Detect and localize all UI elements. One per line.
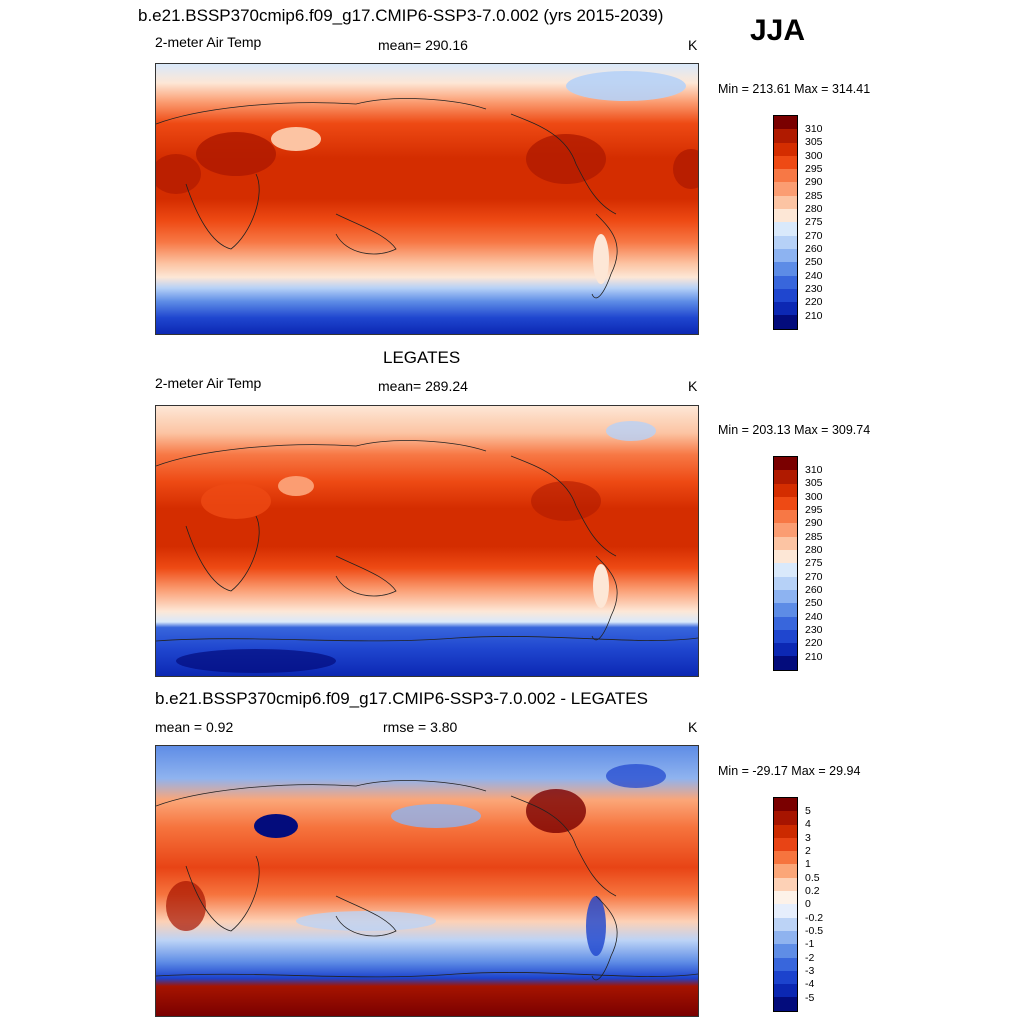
- cbar-label: 270: [805, 571, 823, 583]
- units-label-obs: K: [688, 378, 698, 394]
- cbar-label: 290: [805, 517, 823, 529]
- cbar-label: 270: [805, 230, 823, 242]
- units-label-model: K: [688, 37, 698, 53]
- cbar-label: 275: [805, 216, 823, 228]
- cbar-label: 275: [805, 557, 823, 569]
- map-obs: [155, 405, 699, 677]
- map-model: [155, 63, 699, 335]
- cbar-label: 300: [805, 150, 823, 162]
- cbar-label: -3: [805, 965, 815, 977]
- cbar-label: 1: [805, 858, 811, 870]
- cbar-label: 310: [805, 464, 823, 476]
- minmax-label-obs: Min = 203.13 Max = 309.74: [718, 423, 871, 437]
- cbar-label: -2: [805, 952, 815, 964]
- cbar-label: -0.2: [805, 912, 824, 924]
- cbar-label: 260: [805, 584, 823, 596]
- cbar-label: 240: [805, 611, 823, 623]
- variable-label-obs: 2-meter Air Temp: [155, 375, 262, 391]
- cbar-label: 230: [805, 624, 823, 636]
- cbar-label: 305: [805, 136, 823, 148]
- cbar-label: 280: [805, 203, 823, 215]
- cbar-label: 285: [805, 531, 823, 543]
- panel-title-diff: b.e21.BSSP370cmip6.f09_g17.CMIP6-SSP3-7.…: [155, 689, 648, 708]
- cbar-label: 2: [805, 845, 811, 857]
- colorbar-model: [773, 115, 798, 330]
- cbar-label: 210: [805, 651, 823, 663]
- cbar-label: 4: [805, 818, 811, 830]
- cbar-label: 240: [805, 270, 823, 282]
- season-label: JJA: [750, 14, 806, 47]
- cbar-label: 260: [805, 243, 823, 255]
- cbar-label: 310: [805, 123, 823, 135]
- cbar-label: -1: [805, 938, 815, 950]
- cbar-label: 210: [805, 310, 823, 322]
- cbar-label: 305: [805, 477, 823, 489]
- minmax-label-model: Min = 213.61 Max = 314.41: [718, 82, 871, 96]
- cbar-label: 285: [805, 190, 823, 202]
- variable-label-model: 2-meter Air Temp: [155, 34, 262, 50]
- cbar-label: 300: [805, 491, 823, 503]
- minmax-label-diff: Min = -29.17 Max = 29.94: [718, 764, 861, 778]
- cbar-label: 3: [805, 832, 811, 844]
- panel-title-obs: LEGATES: [383, 348, 461, 367]
- map-diff: [155, 745, 699, 1017]
- cbar-label: 280: [805, 544, 823, 556]
- cbar-label: -5: [805, 992, 815, 1004]
- panel-title-model: b.e21.BSSP370cmip6.f09_g17.CMIP6-SSP3-7.…: [138, 6, 664, 25]
- mean-label-obs: mean= 289.24: [378, 378, 468, 394]
- cbar-label: 250: [805, 256, 823, 268]
- cbar-label: 295: [805, 504, 823, 516]
- cbar-label: 220: [805, 296, 823, 308]
- cbar-label: -4: [805, 978, 815, 990]
- cbar-label: 0.2: [805, 885, 820, 897]
- cbar-label: 290: [805, 176, 823, 188]
- mean-label-diff: mean = 0.92: [155, 719, 234, 735]
- colorbar-diff: [773, 797, 798, 1012]
- cbar-label: 0.5: [805, 872, 820, 884]
- cbar-label: 230: [805, 283, 823, 295]
- colorbar-obs: [773, 456, 798, 671]
- cbar-label: 295: [805, 163, 823, 175]
- units-label-diff: K: [688, 719, 698, 735]
- mean-label-model: mean= 290.16: [378, 37, 468, 53]
- cbar-label: 0: [805, 898, 811, 910]
- cbar-label: 250: [805, 597, 823, 609]
- rmse-label-diff: rmse = 3.80: [383, 719, 458, 735]
- cbar-label: -0.5: [805, 925, 824, 937]
- cbar-label: 220: [805, 637, 823, 649]
- cbar-label: 5: [805, 805, 811, 817]
